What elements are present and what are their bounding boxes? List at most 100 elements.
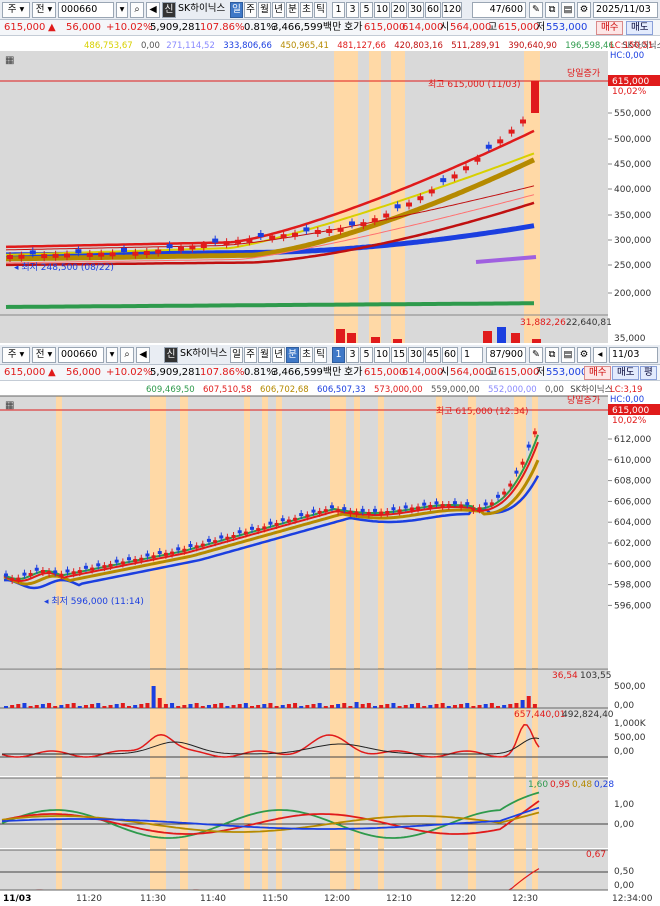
- period-week[interactable]: 주: [244, 347, 257, 363]
- save-icon[interactable]: ▤: [561, 2, 575, 18]
- period-month[interactable]: 월: [258, 347, 271, 363]
- volume-bar: [194, 703, 199, 708]
- sell-button[interactable]: 매도: [612, 366, 640, 380]
- time-axis-bg: [0, 890, 660, 906]
- period-day[interactable]: 일: [230, 347, 243, 363]
- period-month[interactable]: 월: [258, 2, 271, 18]
- gear-icon[interactable]: ⚙: [577, 347, 591, 363]
- search-icon[interactable]: ⌕: [130, 2, 144, 18]
- speaker-icon[interactable]: ◀: [146, 2, 160, 18]
- time-label: 11:50: [262, 894, 288, 904]
- today-up-label: 당일증가: [567, 68, 600, 79]
- legend-value: 481,127,66: [337, 41, 386, 51]
- period-minute[interactable]: 분: [286, 347, 299, 363]
- buy-button[interactable]: 매수: [584, 366, 612, 380]
- prev-day-icon[interactable]: ◂: [593, 347, 607, 363]
- credit-badge: 신: [162, 2, 176, 18]
- type-select[interactable]: 전 ▾: [32, 2, 56, 18]
- volume-bar: [385, 704, 390, 708]
- interval-30[interactable]: 30: [408, 2, 424, 18]
- interval-5[interactable]: 5: [360, 347, 373, 363]
- interval-60[interactable]: 60: [425, 2, 441, 18]
- interval-5[interactable]: 5: [360, 2, 373, 18]
- period-second[interactable]: 초: [300, 347, 313, 363]
- interval-1[interactable]: 1: [332, 2, 345, 18]
- copy-icon[interactable]: ⧉: [545, 2, 559, 18]
- sell-button[interactable]: 매도: [626, 21, 654, 35]
- period-tick[interactable]: 틱: [314, 347, 327, 363]
- gear-icon[interactable]: ⚙: [577, 2, 591, 18]
- date-field[interactable]: 11/03: [609, 347, 658, 363]
- code-dropdown-icon[interactable]: ▾: [116, 2, 128, 18]
- search-icon[interactable]: ⌕: [120, 347, 134, 363]
- candle-body: [166, 244, 173, 249]
- period-second[interactable]: 초: [300, 2, 313, 18]
- volume-bar: [133, 705, 138, 708]
- turnover: 0.81%: [244, 367, 276, 378]
- candle-body: [4, 573, 8, 577]
- buy-button[interactable]: 매수: [596, 21, 624, 35]
- highlight-band: [468, 396, 476, 906]
- volume-bar: [434, 704, 439, 708]
- open-label: 시: [440, 22, 450, 33]
- period-year[interactable]: 년: [272, 347, 285, 363]
- volume-bar: [459, 704, 464, 708]
- indicator2-note: 0,48: [572, 780, 592, 790]
- candle-body: [86, 252, 93, 257]
- interval-30[interactable]: 30: [408, 347, 424, 363]
- period-tick[interactable]: 틱: [314, 2, 327, 18]
- interval-60[interactable]: 60: [442, 347, 458, 363]
- candle-body: [397, 509, 402, 513]
- open-price: 564,000: [450, 22, 492, 33]
- candle-body: [373, 508, 377, 512]
- interval-10[interactable]: 10: [374, 2, 390, 18]
- interval-10[interactable]: 10: [374, 347, 390, 363]
- y-tick-label: 550,000: [614, 109, 651, 119]
- average-button[interactable]: 평: [640, 366, 657, 380]
- period-year[interactable]: 년: [272, 2, 285, 18]
- period-day[interactable]: 일: [230, 2, 243, 18]
- daily-chart-canvas[interactable]: 486,753,67 0,00 271,114,52 333,806,66 450,96…: [0, 37, 660, 343]
- stock-code-input[interactable]: 000660: [58, 2, 114, 18]
- interval-3[interactable]: 3: [346, 347, 359, 363]
- speaker-icon[interactable]: ◀: [136, 347, 150, 363]
- code-dropdown-icon[interactable]: ▾: [106, 347, 118, 363]
- type-select[interactable]: 전 ▾: [32, 347, 56, 363]
- indicator1-note: 657,440,01: [514, 710, 566, 720]
- candle-body: [428, 189, 435, 194]
- daily-chart-window: 주 ▾ 전 ▾ 000660 ▾ ⌕ ◀ 신 SK하이닉스 일 주 월 년 분 …: [0, 0, 660, 343]
- candle-body: [520, 461, 525, 465]
- market-select[interactable]: 주 ▾: [2, 2, 30, 18]
- date-field[interactable]: 2025/11/03: [593, 2, 658, 18]
- period-week[interactable]: 주: [244, 2, 257, 18]
- market-select[interactable]: 주 ▾: [2, 347, 30, 363]
- minute-chart-canvas[interactable]: 609,469,50 607,510,58 606,702,68 606,507,33…: [0, 382, 660, 906]
- copy-icon[interactable]: ⧉: [545, 347, 559, 363]
- y-tick-label: 300,000: [614, 236, 651, 246]
- multiplier-select[interactable]: 1: [461, 347, 483, 363]
- data-count[interactable]: 47/600: [472, 2, 526, 18]
- volume-bar: [465, 703, 470, 708]
- interval-120[interactable]: 120: [442, 2, 462, 18]
- interval-1[interactable]: 1: [332, 347, 345, 363]
- period-minute[interactable]: 분: [286, 2, 299, 18]
- legend-value: 390,640,90: [508, 41, 557, 51]
- save-icon[interactable]: ▤: [561, 347, 575, 363]
- candle-body: [422, 502, 427, 506]
- data-count[interactable]: 87/900: [486, 347, 526, 363]
- volume-bar: [213, 704, 218, 708]
- time-label: 11:30: [140, 894, 166, 904]
- interval-20[interactable]: 20: [391, 2, 407, 18]
- moving-average-line: [5, 129, 535, 249]
- candle-body: [178, 246, 184, 251]
- volume-bar: [354, 702, 359, 708]
- stock-code-input[interactable]: 000660: [58, 347, 104, 363]
- chart-tool-icon[interactable]: ✎: [529, 2, 543, 18]
- volume-bar: [96, 703, 101, 708]
- volume-bar: [532, 704, 537, 708]
- chart-tool-icon[interactable]: ✎: [529, 347, 543, 363]
- interval-15[interactable]: 15: [391, 347, 407, 363]
- interval-45[interactable]: 45: [425, 347, 441, 363]
- volume-bar: [256, 705, 261, 708]
- interval-3[interactable]: 3: [346, 2, 359, 18]
